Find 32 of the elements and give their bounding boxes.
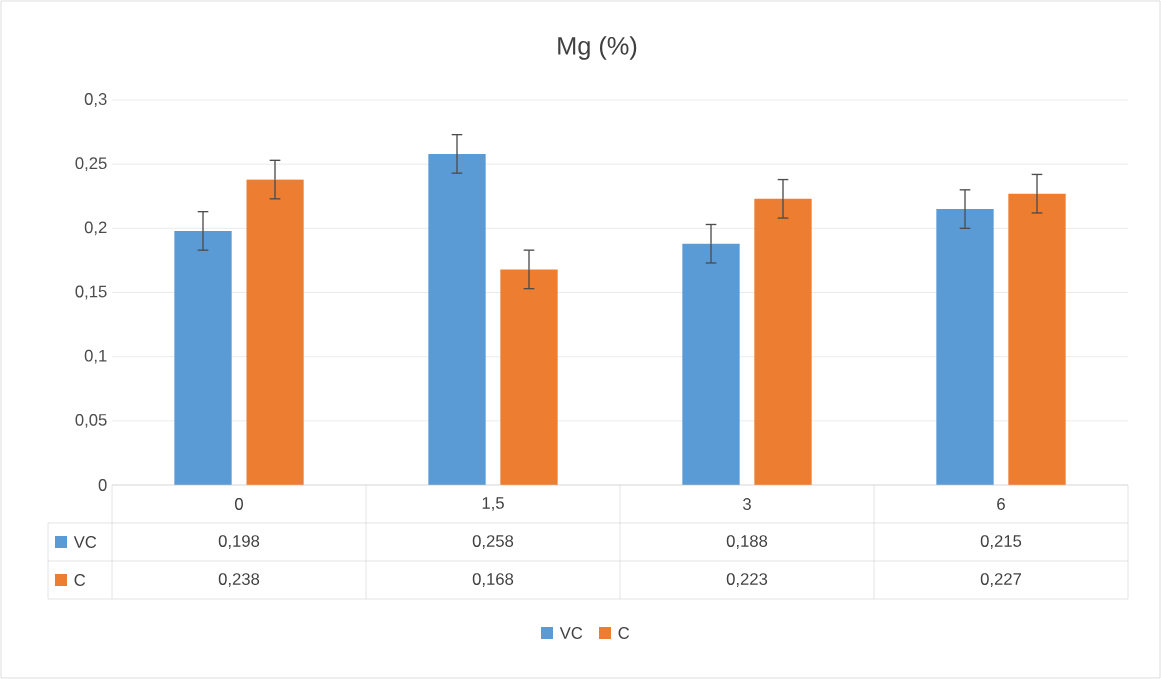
bar [500,269,558,485]
bar [682,243,740,485]
bar [936,209,994,485]
data-label: 0,188 [726,535,768,549]
y-tick-label: 0,25 [75,157,107,172]
x-tick-label: 0 [235,498,243,510]
y-tick-label: 0,3 [84,93,107,107]
legend-label: C [618,627,630,639]
data-label: 0,227 [980,573,1022,587]
bar [246,179,304,485]
legend-label: VC [73,536,97,548]
bar [428,153,486,485]
data-label: 0,198 [218,535,260,549]
text: C [74,574,86,586]
data-label: 0,238 [218,573,260,587]
x-tick-label: 1,5 [482,497,504,511]
bar [174,230,232,485]
bar [754,198,812,485]
chart-title: Mg (%) [558,36,637,60]
y-tick-label: 0 [98,479,107,491]
data-label: 0,215 [980,535,1022,549]
bar [1008,193,1066,485]
x-tick-label: 6 [997,498,1005,510]
y-tick-label: 0,2 [84,221,107,236]
y-tick-label: 0,15 [75,285,107,300]
y-tick-label: 0,05 [75,413,107,428]
y-tick-label: 0,1 [84,349,107,364]
data-label: 0,168 [472,573,514,587]
data-label: 0,223 [726,573,768,587]
data-label: 0,258 [472,535,514,549]
text: VC [559,627,583,639]
x-tick-label: 3 [743,498,751,510]
